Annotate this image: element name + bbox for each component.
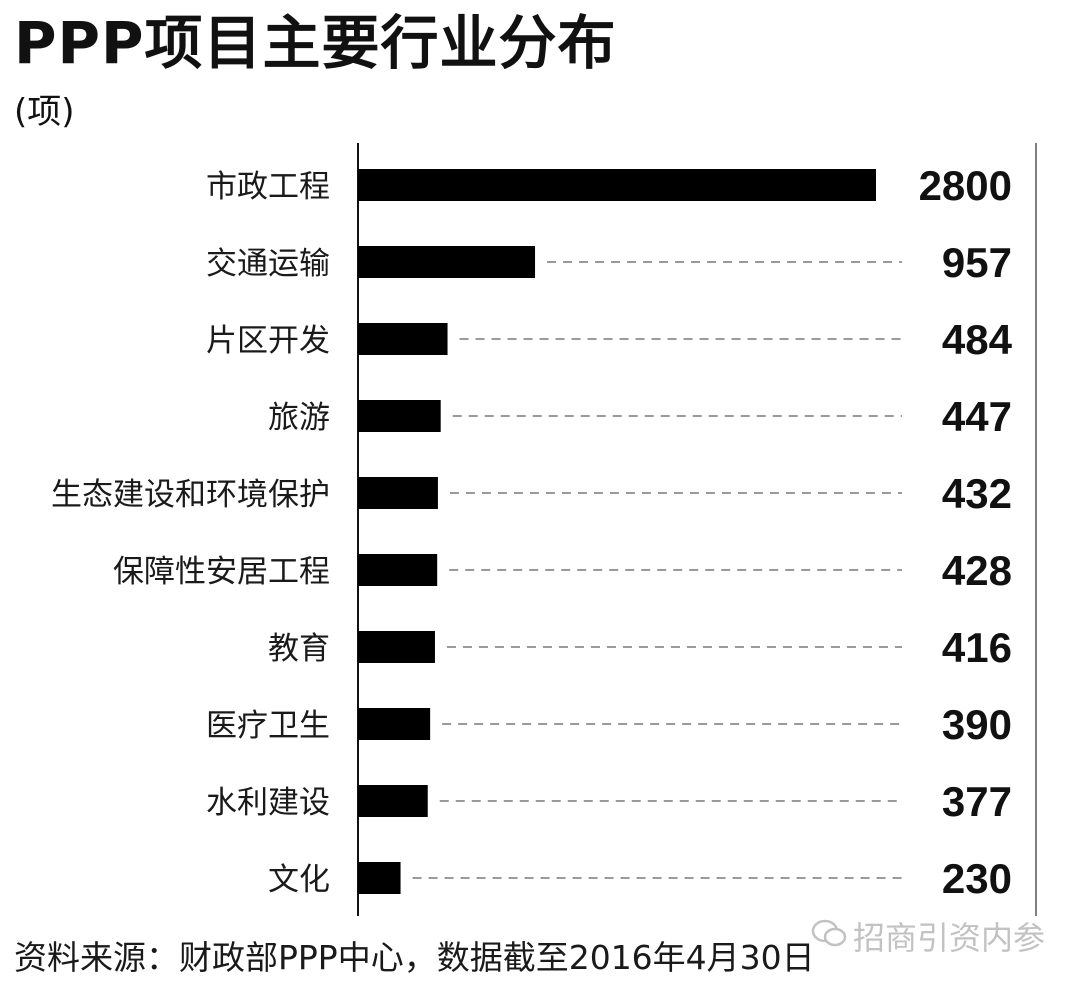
- value-label: 377: [942, 778, 1012, 825]
- wechat-icon: [811, 916, 847, 960]
- value-label: 428: [942, 547, 1012, 594]
- category-label: 医疗卫生: [206, 708, 330, 744]
- source-note: 资料来源：财政部PPP中心，数据截至2016年4月30日: [14, 938, 815, 977]
- value-label: 484: [942, 316, 1013, 363]
- category-label: 片区开发: [206, 323, 330, 359]
- bar: [358, 400, 441, 432]
- value-label: 957: [942, 239, 1012, 286]
- bar: [358, 169, 876, 201]
- value-label: 432: [942, 470, 1012, 517]
- bar: [358, 477, 438, 509]
- chart-unit: (项): [14, 92, 75, 132]
- category-label: 交通运输: [206, 246, 330, 282]
- bar: [358, 631, 435, 663]
- category-label: 文化: [268, 862, 330, 898]
- bar: [358, 323, 448, 355]
- bar: [358, 708, 431, 740]
- value-label: 2800: [919, 162, 1012, 209]
- category-label: 旅游: [268, 400, 330, 436]
- value-label: 447: [942, 393, 1012, 440]
- value-label: 390: [942, 701, 1012, 748]
- value-label: 230: [942, 855, 1012, 902]
- category-label: 保障性安居工程: [113, 554, 330, 590]
- category-label: 生态建设和环境保护: [51, 477, 330, 513]
- chart-title: PPP项目主要行业分布: [14, 9, 617, 77]
- category-label: 市政工程: [206, 169, 330, 205]
- bar: [358, 785, 428, 817]
- bar: [358, 554, 438, 586]
- value-label: 416: [942, 624, 1012, 671]
- category-label: 教育: [268, 631, 330, 667]
- bar: [358, 246, 536, 278]
- category-label: 水利建设: [206, 785, 330, 821]
- watermark: 招商引资内参: [811, 916, 1045, 960]
- bar: [358, 862, 401, 894]
- watermark-text: 招商引资内参: [852, 919, 1045, 957]
